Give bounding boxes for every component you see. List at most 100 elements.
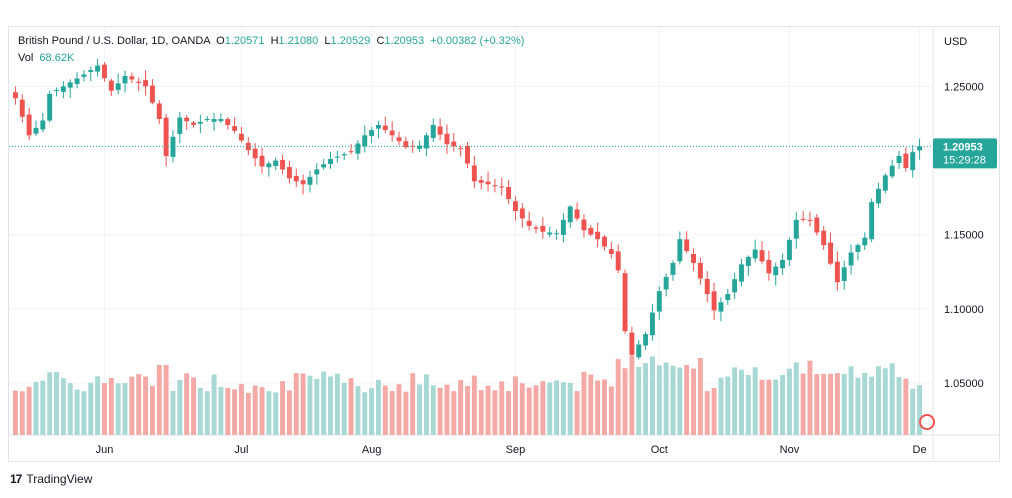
volume-bar (88, 382, 94, 435)
candle-body (341, 154, 347, 156)
y-tick-label: 1.10000 (944, 304, 984, 316)
volume-bar (869, 376, 875, 435)
candle-body (588, 228, 594, 235)
volume-bar (341, 382, 347, 435)
volume-bar (554, 380, 560, 435)
volume-bar (588, 374, 594, 435)
volume-bar (375, 379, 381, 435)
volume-bar (369, 387, 375, 435)
x-tick-label: Nov (780, 444, 800, 456)
volume-bar (615, 359, 621, 435)
candle-body (574, 209, 580, 219)
volume-bar (828, 373, 833, 435)
high-label: H (270, 35, 279, 47)
candle-body (547, 232, 553, 235)
volume-value: 68.62K (39, 52, 75, 64)
candle-body (766, 259, 772, 274)
volume-bar (519, 383, 525, 435)
candle-body (869, 202, 875, 240)
candle-body (300, 180, 306, 185)
candle-body (19, 99, 25, 117)
volume-bar (540, 381, 546, 435)
volume-bar (314, 379, 320, 435)
candle-body (629, 332, 635, 355)
candle-body (786, 239, 792, 261)
candle-body (862, 237, 868, 246)
footer-branding[interactable]: 17 TradingView (10, 472, 92, 486)
candle-body (828, 242, 833, 264)
volume-bar (492, 390, 498, 435)
candle-body (519, 208, 525, 219)
candle-body (752, 249, 758, 259)
candle-body (718, 302, 724, 312)
candle-body (108, 80, 114, 91)
volume-bar (663, 362, 669, 435)
volume-bar (280, 381, 286, 435)
volume-bar (862, 372, 868, 435)
candle-body (855, 245, 861, 252)
candle-body (334, 156, 340, 158)
open-value: 1.20571 (224, 35, 265, 47)
candle-body (67, 82, 73, 88)
volume-bar (321, 371, 327, 435)
candle-body (512, 201, 518, 211)
candle-body (369, 130, 375, 136)
volume-bar (225, 387, 231, 435)
candle-body (273, 160, 279, 167)
candle-body (834, 261, 840, 283)
us-flag-icon (919, 414, 935, 430)
low-value: 1.20529 (330, 35, 371, 47)
candle-body (560, 219, 566, 235)
volume-bar (574, 391, 580, 435)
volume-bar (766, 379, 772, 435)
volume-bar (526, 387, 532, 435)
candle-body (684, 239, 690, 252)
volume-bar (19, 391, 25, 435)
candle-body (540, 225, 546, 232)
volume-bar (622, 368, 628, 435)
candle-body (156, 103, 162, 119)
volume-bar (67, 383, 73, 435)
volume-bar (355, 386, 361, 435)
candle-body (793, 219, 799, 239)
candle-body (451, 141, 457, 147)
price-marker-box (933, 138, 997, 169)
volume-bar (848, 366, 854, 435)
volume-bar (821, 373, 827, 435)
candle-body (876, 188, 881, 204)
open-label: O (216, 35, 225, 47)
volume-bar (759, 379, 765, 435)
volume-bar (458, 380, 464, 435)
candle-body (485, 181, 491, 185)
volume-bar (95, 376, 101, 435)
volume-bar (711, 387, 717, 435)
volume-bar (81, 391, 87, 435)
candle-body (54, 90, 59, 92)
volume-bar (184, 373, 190, 435)
volume-bar (684, 365, 690, 435)
volume-bar (74, 389, 80, 435)
volume-bar (129, 376, 135, 435)
candle-body (252, 148, 258, 159)
volume-bar (533, 385, 539, 435)
volume-bar (204, 391, 210, 435)
volume-bar (177, 380, 183, 435)
candle-body (697, 262, 703, 279)
candle-body (465, 145, 470, 164)
candle-body (745, 256, 751, 266)
candle-body (444, 133, 450, 145)
candle-body (882, 175, 888, 191)
close-label: C (376, 35, 385, 47)
candle-body (889, 165, 895, 177)
volume-bar (780, 374, 786, 435)
volume-bar (560, 382, 566, 435)
candle-body (136, 81, 142, 83)
volume-bar (691, 368, 697, 435)
volume-bar (465, 385, 470, 435)
x-tick-label: Aug (362, 444, 382, 456)
volume-bar (444, 384, 450, 435)
candle-body (896, 156, 902, 164)
volume-bar (485, 385, 491, 435)
candle-body (903, 153, 909, 168)
